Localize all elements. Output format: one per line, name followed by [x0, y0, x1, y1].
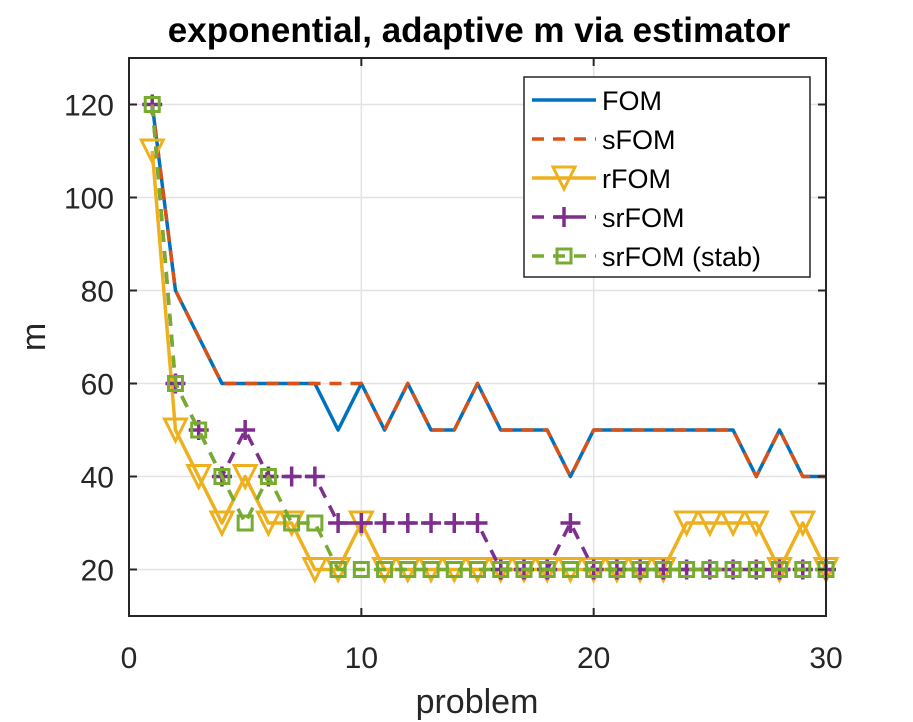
- chart-title: exponential, adaptive m via estimator: [168, 11, 791, 50]
- data-point-srfom: [421, 513, 442, 533]
- data-point-rfom: [254, 510, 282, 538]
- data-point-srfom: [374, 513, 395, 533]
- y-tick-label: 120: [64, 90, 114, 123]
- data-point-srfom-stab: [422, 561, 440, 578]
- data-point-rfom: [789, 510, 817, 538]
- y-tick-label: 60: [81, 369, 114, 402]
- data-point-srfom: [397, 513, 418, 533]
- y-tick-label: 100: [64, 183, 114, 216]
- legend-label-rfom: rFOM: [602, 164, 671, 194]
- data-point-srfom-stab: [585, 561, 603, 578]
- data-point-rfom: [162, 417, 189, 445]
- data-point-srfom-stab: [469, 561, 486, 578]
- data-point-srfom-stab: [445, 561, 463, 578]
- data-point-srfom-stab: [306, 514, 324, 532]
- legend-label-sfom: sFOM: [602, 125, 676, 155]
- series-layer: [138, 94, 840, 584]
- x-tick-label: 10: [345, 642, 378, 675]
- data-point-srfom: [328, 513, 349, 533]
- y-tick-label: 80: [81, 276, 114, 309]
- data-point-srfom-stab: [376, 561, 394, 578]
- legend-label-fom: FOM: [602, 86, 662, 116]
- data-point-srfom-stab: [654, 561, 672, 578]
- data-point-rfom: [742, 510, 770, 538]
- data-point-srfom-stab: [631, 561, 649, 578]
- data-point-srfom: [304, 466, 325, 487]
- plot-frame: [128, 57, 827, 617]
- data-point-srfom-stab: [166, 375, 184, 392]
- y-tick-label: 20: [81, 555, 114, 588]
- data-point-srfom-stab: [283, 514, 301, 532]
- data-point-rfom: [673, 510, 701, 538]
- data-point-rfom: [185, 464, 213, 491]
- series-line-srfom-stab: [150, 104, 826, 572]
- data-point-srfom-stab: [399, 561, 417, 578]
- data-point-srfom-stab: [701, 561, 719, 578]
- data-point-srfom-stab: [213, 468, 231, 485]
- data-point-srfom-stab: [352, 561, 370, 578]
- data-point-srfom-stab: [771, 561, 789, 578]
- data-point-srfom-stab: [747, 561, 765, 578]
- data-point-srfom: [467, 513, 488, 533]
- x-tick-label: 30: [809, 642, 842, 675]
- data-point-srfom: [235, 420, 256, 440]
- series-fom: [150, 104, 826, 479]
- data-point-srfom: [444, 513, 465, 533]
- data-point-srfom: [351, 513, 372, 533]
- x-tick-label: 0: [121, 642, 138, 675]
- data-point-srfom: [281, 466, 302, 487]
- legend-label-srfom: srFOM: [602, 203, 684, 233]
- data-point-srfom-stab: [515, 561, 533, 578]
- data-point-srfom-stab: [561, 561, 579, 578]
- y-tick-label: 40: [81, 462, 114, 495]
- ticks: 0 10 20 30 20 40 60 80 100 120: [64, 58, 843, 675]
- data-point-rfom: [696, 510, 724, 538]
- data-point-srfom-stab: [143, 96, 161, 113]
- legend-marker-srfom-stab: [555, 247, 573, 265]
- y-axis-label: m: [15, 323, 53, 351]
- data-point-srfom-stab: [538, 561, 556, 578]
- data-point-srfom-stab: [190, 421, 208, 439]
- data-point-srfom-stab: [259, 468, 277, 485]
- data-point-srfom-stab: [724, 561, 742, 578]
- legend-marker-srfom: [554, 207, 574, 227]
- data-point-srfom-stab: [236, 514, 254, 532]
- x-tick-label: 20: [577, 642, 610, 675]
- legend: FOM sFOM rFOM srFOM srFOM (stab): [523, 76, 811, 278]
- data-point-srfom-stab: [329, 561, 347, 578]
- data-point-rfom: [301, 557, 329, 584]
- legend-label-srfom-stab: srFOM (stab): [602, 242, 761, 272]
- data-point-srfom-stab: [492, 561, 510, 578]
- data-point-srfom-stab: [608, 561, 626, 578]
- series-srfom-stab: [143, 96, 835, 578]
- x-axis-label: problem: [416, 683, 539, 721]
- data-point-rfom: [719, 510, 747, 538]
- data-point-rfom: [208, 510, 236, 538]
- data-point-srfom-stab: [794, 561, 812, 578]
- data-point-srfom: [560, 513, 581, 533]
- series-line-fom: [150, 104, 826, 479]
- data-point-srfom-stab: [678, 561, 696, 578]
- data-point-rfom: [231, 464, 259, 491]
- legend-marker-rfom: [550, 165, 578, 193]
